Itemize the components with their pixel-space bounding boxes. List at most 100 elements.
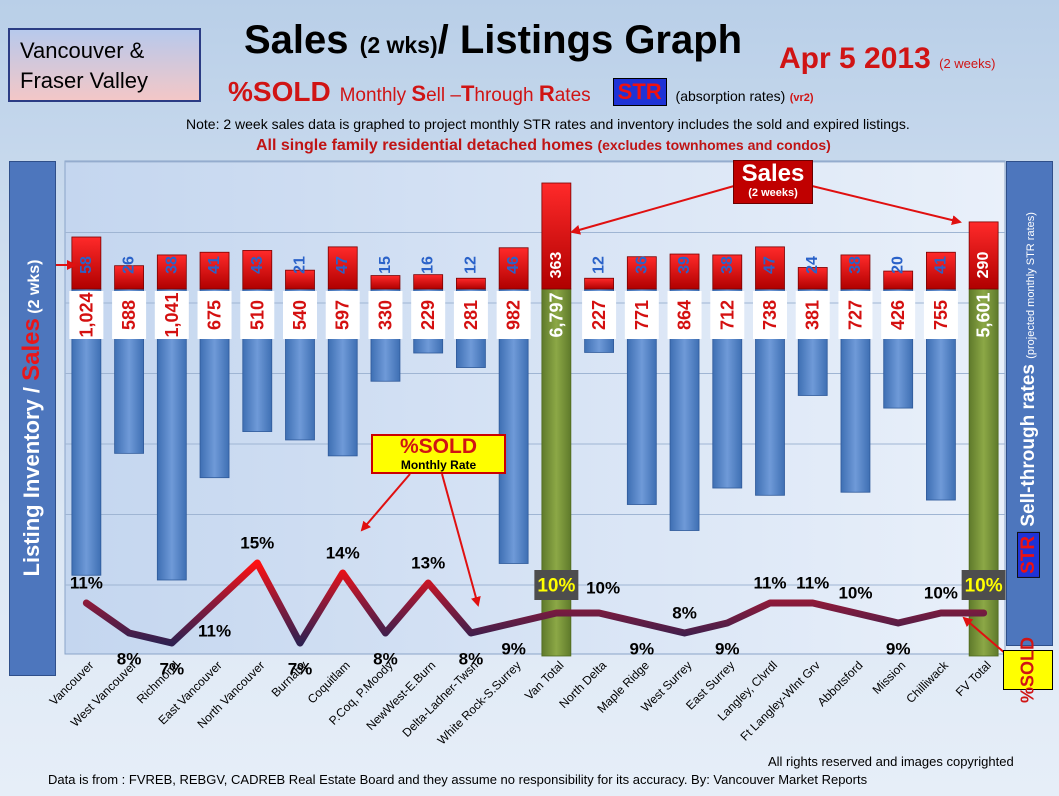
sales-label-mission: 20 (890, 256, 907, 274)
sales-bar-abbotsford (840, 254, 871, 290)
sales-bar-p-coq-p-moody (370, 275, 401, 290)
right-label-b: (projected monthly STR rates) (1025, 212, 1037, 359)
sales-label-white-rock-s-surrey: 46 (505, 256, 522, 274)
sales-bar-van-total (541, 182, 572, 290)
sales-bar-west-surrey (669, 253, 700, 290)
sales-bar-east-surrey (712, 254, 743, 290)
inventory-label-bg (923, 291, 958, 339)
sales-label-abbotsford: 38 (847, 256, 864, 274)
note-homes: All single family residential detached h… (256, 137, 831, 155)
inventory-label-p-coq-p-moody: 330 (375, 300, 395, 330)
chart-subtitle: %SOLD Monthly Sell –Through Rates STR (ab… (228, 76, 814, 108)
sales-label-langley-clvrdl: 47 (762, 256, 779, 274)
sales-bar-burnaby (285, 269, 315, 290)
sales-callout-big: Sales (741, 160, 805, 187)
sold-arrow-fv (962, 616, 1007, 655)
subtitle-s: S (411, 81, 427, 106)
inventory-label-bg (368, 291, 403, 339)
sales-bar-chilliwack (926, 251, 956, 290)
inventory-label-langley-clvrdl: 738 (760, 300, 780, 330)
sales-label-coquitlam: 47 (334, 256, 351, 274)
inventory-label-bg (283, 291, 317, 339)
inventory-label-east-vancouver: 675 (205, 300, 225, 330)
sales-label-west-vancouver: 26 (121, 256, 138, 274)
title-part-b: (2 wks) (359, 32, 438, 58)
sold-callout-big: %SOLD (399, 435, 477, 458)
sold-label-langley-clvrdl: 11% (753, 574, 786, 593)
sales-label-newwest-e-burn: 16 (420, 256, 437, 274)
inventory-label-bg (496, 291, 531, 339)
sold-label-ft-langley-wlnt-grv: 11% (796, 574, 829, 593)
inventory-label-north-delta: 227 (589, 300, 609, 330)
sales-label-burnaby: 21 (292, 256, 309, 274)
sales-label-north-delta: 12 (591, 256, 608, 274)
report-date: Apr 5 2013 (2 weeks) (779, 42, 995, 76)
sales-bar-newwest-e-burn (413, 274, 444, 290)
region-line-2: Fraser Valley (20, 68, 148, 93)
inventory-label-ft-langley-wlnt-grv: 381 (803, 300, 823, 330)
left-label-a: Listing Inventory (19, 393, 44, 577)
region-line-1: Vancouver & (20, 38, 145, 63)
left-label-b: / (19, 380, 44, 394)
note-text: Note: 2 week sales data is graphed to pr… (186, 116, 910, 132)
subtitle-version: (vr2) (789, 92, 814, 104)
sales-callout: Sales (2 weeks) (733, 160, 813, 204)
subtitle-m4: ates (554, 85, 591, 106)
inventory-label-bg (325, 291, 360, 339)
sold-label-east-vancouver: 11% (198, 622, 231, 641)
subtitle-m2: ell – (426, 85, 461, 106)
str-badge: STR (612, 78, 667, 106)
sold-label-van-total: 10% (537, 576, 575, 597)
inventory-label-delta-ladner-twsn: 281 (461, 300, 481, 330)
sales-bar-mission (883, 270, 914, 290)
right-axis-label: STR Sell-through rates (projected monthl… (1017, 212, 1040, 578)
sold-label-west-vancouver: 8% (117, 650, 142, 669)
inventory-label-bg (838, 291, 873, 339)
inventory-label-bg (753, 291, 787, 339)
total-pct-box (534, 570, 579, 600)
sold-label-mission: 9% (886, 640, 911, 659)
inventory-label-richmond: 1,041 (162, 292, 182, 337)
category-label-white-rock-s-surrey: White Rock-S.Surrey (435, 658, 524, 747)
right-label-a: Sell-through rates (1018, 358, 1039, 532)
sales-arrow-fv (811, 185, 962, 225)
category-label-chilliwack: Chilliwack (903, 658, 951, 706)
sales-callout-small: (2 weeks) (748, 187, 798, 199)
sales-bar-maple-ridge (626, 256, 657, 290)
source-text: Data is from : FVREB, REBGV, CADREB Real… (48, 772, 868, 787)
right-label-str: STR (1017, 531, 1040, 578)
sold-label-maple-ridge: 9% (630, 640, 655, 659)
inventory-label-bg (582, 291, 617, 339)
inventory-label-burnaby: 540 (290, 300, 310, 330)
subtitle-monthly: Monthly Sell –Through Rates (340, 81, 591, 106)
category-label-abbotsford: Abbotsford (815, 658, 866, 709)
sold-label-richmond: 7% (160, 660, 185, 679)
inventory-bar-fv-total (968, 288, 999, 657)
sales-arrow-van (570, 185, 735, 235)
category-label-mission: Mission (870, 658, 909, 697)
sales-label-maple-ridge: 36 (633, 256, 650, 274)
inventory-label-van-total: 6,797 (546, 292, 566, 337)
inventory-label-coquitlam: 597 (333, 300, 353, 330)
sales-label-p-coq-p-moody: 15 (377, 256, 394, 274)
sold-callout-small: Monthly Rate (400, 458, 477, 472)
subtitle-m3: hrough (474, 85, 539, 106)
inventory-label-bg (411, 291, 446, 339)
subtitle-absorption: (absorption rates) (675, 88, 786, 104)
sold-label-north-vancouver: 15% (240, 534, 274, 553)
inventory-label-vancouver: 1,024 (76, 292, 96, 337)
sold-label-west-surrey: 8% (672, 604, 697, 623)
sold-label-p-coq-p-moody: 8% (373, 650, 398, 669)
inventory-label-newwest-e-burn: 229 (418, 300, 438, 330)
sold-label-delta-ladner-twsn: 8% (459, 650, 484, 669)
sales-bar-west-vancouver (114, 265, 144, 290)
sold-label-vancouver: 11% (70, 574, 103, 593)
sales-bar-ft-langley-wlnt-grv (797, 267, 828, 290)
sold-arrow-delta (441, 473, 481, 607)
total-pct-box (961, 570, 1006, 600)
copyright-text: All rights reserved and images copyright… (768, 754, 1014, 769)
left-axis-label: Listing Inventory / Sales (2 wks) (18, 260, 46, 577)
inventory-label-maple-ridge: 771 (632, 300, 652, 330)
sold-rate-line (82, 559, 988, 647)
